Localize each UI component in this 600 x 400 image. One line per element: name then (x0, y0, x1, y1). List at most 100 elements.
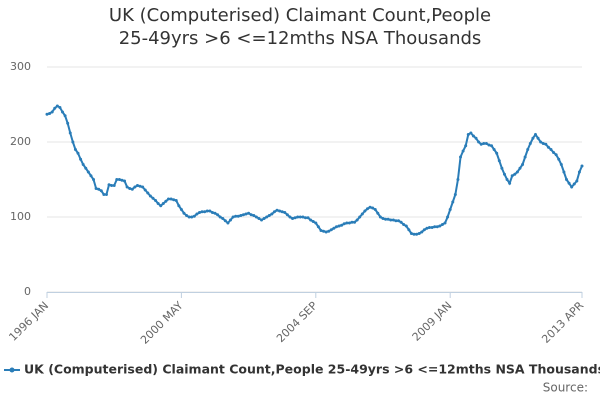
point (265, 215, 269, 219)
point (484, 142, 488, 145)
y-tick-label: 300 (10, 60, 31, 73)
point (508, 181, 512, 185)
point (316, 225, 320, 229)
x-tick-label: 2013 APR (539, 299, 586, 346)
point (254, 215, 258, 219)
point (500, 166, 504, 170)
x-tick-label: 1996 JAN (6, 299, 51, 344)
point (394, 219, 398, 223)
point (182, 211, 186, 215)
point (518, 166, 522, 170)
point (76, 151, 80, 155)
point (322, 229, 326, 233)
point (358, 215, 362, 219)
point (386, 217, 390, 221)
point (275, 208, 279, 212)
point (128, 187, 132, 190)
point (350, 220, 354, 224)
point (291, 217, 295, 220)
point (479, 142, 483, 146)
point (166, 197, 170, 201)
point (55, 104, 59, 108)
point (311, 220, 315, 223)
point (154, 199, 158, 202)
point (552, 151, 556, 154)
point (221, 217, 225, 220)
point (208, 209, 212, 213)
point (389, 218, 393, 222)
point (71, 140, 75, 144)
point (490, 144, 494, 148)
point (464, 144, 468, 148)
point (451, 200, 455, 204)
point (185, 214, 189, 217)
legend-label: UK (Computerised) Claimant Count,People … (24, 362, 600, 377)
point (459, 155, 463, 159)
point (541, 142, 545, 145)
point (567, 181, 571, 185)
y-tick-label: 200 (10, 135, 31, 148)
point (515, 170, 519, 174)
point (61, 110, 65, 114)
point (161, 202, 165, 205)
point (117, 178, 121, 181)
point (428, 226, 432, 229)
point (572, 182, 576, 186)
point (205, 209, 209, 213)
point (177, 204, 181, 208)
point (50, 110, 54, 114)
chart-title: UK (Computerised) Claimant Count,People … (108, 5, 492, 49)
point (94, 187, 98, 190)
point (203, 210, 207, 214)
point (353, 220, 357, 224)
point (236, 214, 240, 218)
point (288, 215, 292, 219)
point (197, 211, 201, 214)
point (384, 217, 388, 221)
point (360, 212, 364, 216)
point (270, 212, 274, 216)
point (334, 225, 338, 229)
point (371, 206, 375, 210)
point (544, 142, 548, 146)
point (415, 232, 419, 236)
point (342, 222, 346, 226)
point (314, 221, 318, 225)
point (210, 211, 214, 214)
point (549, 148, 553, 151)
point (99, 189, 103, 193)
point (306, 216, 310, 220)
point (440, 223, 444, 226)
point (337, 224, 341, 228)
point (446, 215, 450, 219)
point (562, 170, 566, 174)
point (301, 215, 305, 219)
point (303, 216, 307, 220)
point (420, 230, 424, 234)
point (407, 228, 411, 232)
point (577, 170, 581, 174)
point (213, 211, 217, 215)
point (68, 131, 72, 135)
point (368, 205, 372, 209)
point (112, 184, 116, 187)
point (179, 208, 183, 211)
point (554, 153, 558, 157)
point (102, 193, 106, 196)
point (404, 224, 408, 228)
point (138, 184, 142, 188)
point (97, 187, 101, 191)
point (148, 194, 152, 198)
point (239, 214, 243, 217)
point (86, 170, 90, 174)
point (575, 179, 579, 183)
point (104, 193, 108, 196)
point (84, 166, 88, 170)
legend-marker (9, 367, 15, 373)
point (533, 133, 537, 136)
point (438, 224, 442, 228)
point (133, 185, 137, 189)
point (130, 187, 134, 191)
x-tick-label: 2000 MAY (138, 299, 186, 347)
